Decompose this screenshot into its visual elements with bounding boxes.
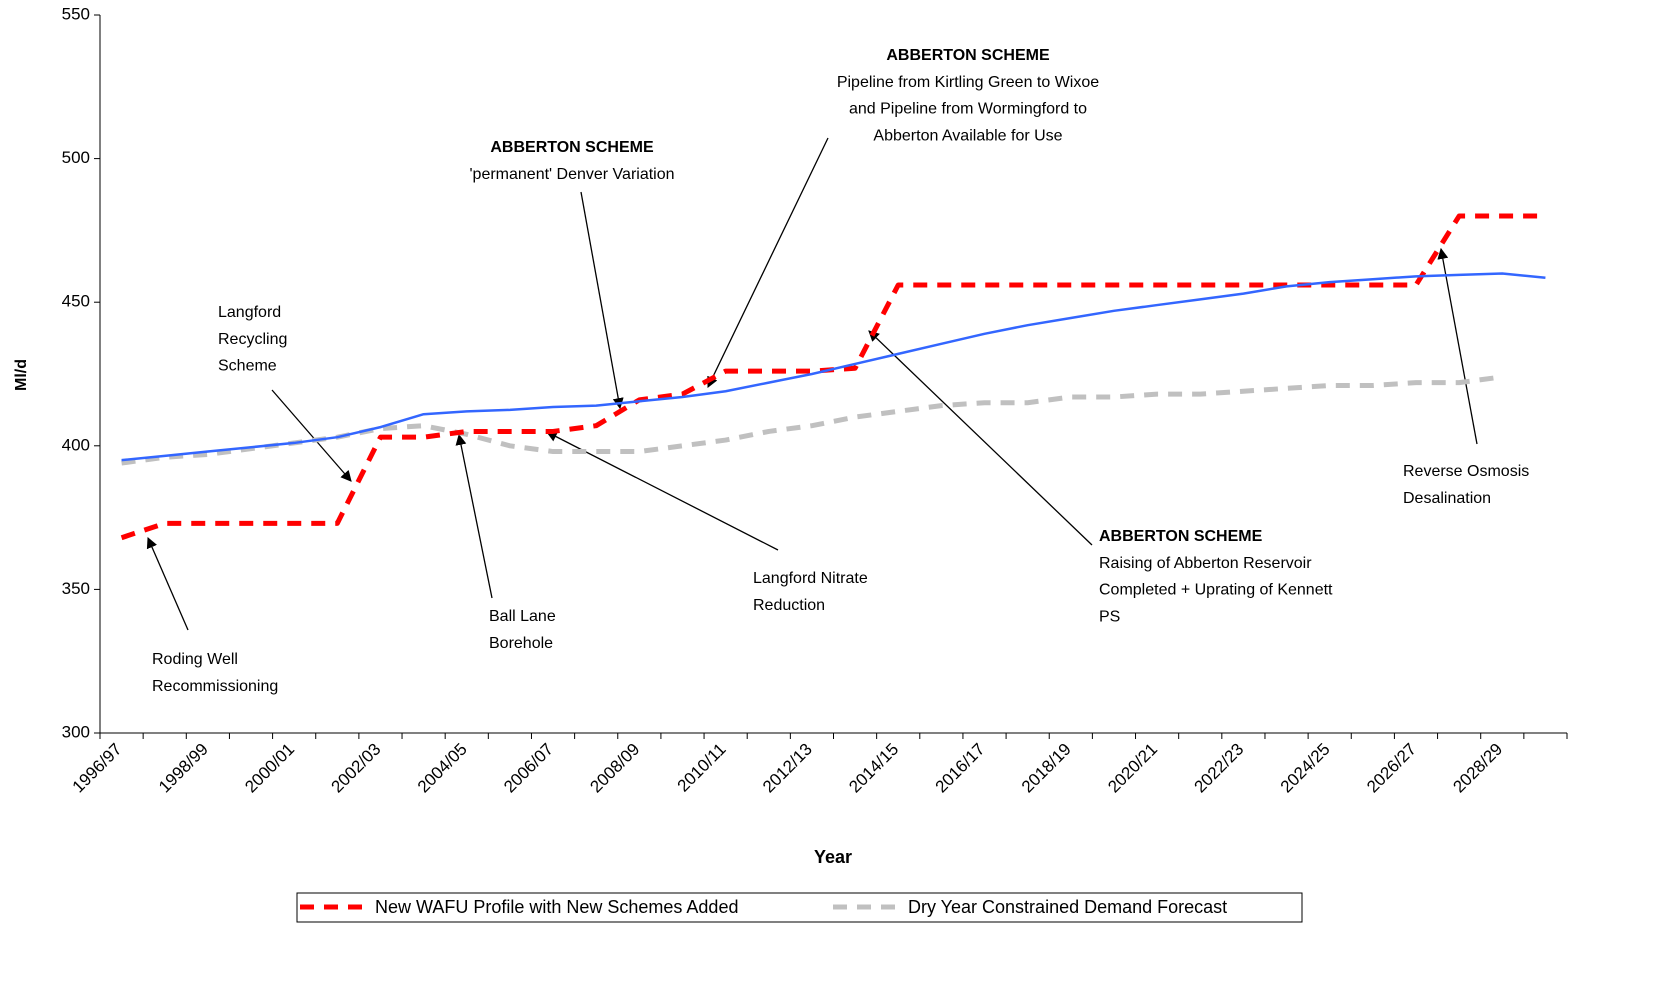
x-tick-label: 2004/05: [414, 740, 471, 797]
annotation-text: Completed + Uprating of Kennett: [1099, 582, 1333, 599]
annotation-text: Ball Lane: [489, 608, 556, 625]
y-tick-label: 350: [62, 579, 90, 598]
annotation-text: Langford Nitrate: [753, 570, 868, 587]
annotation-text: Reverse Osmosis: [1403, 463, 1529, 480]
x-tick-label: 2016/17: [932, 740, 989, 797]
x-tick-label: 2028/29: [1449, 740, 1506, 797]
x-tick-label: 1996/97: [69, 740, 126, 797]
x-tick-label: 2022/23: [1191, 740, 1248, 797]
annotation-title: ABBERTON SCHEME: [1099, 528, 1263, 545]
annotation-text: and Pipeline from Wormingford to: [849, 101, 1087, 118]
y-tick-label: 450: [62, 292, 90, 311]
x-tick-label: 1998/99: [155, 740, 212, 797]
annotation-text: Abberton Available for Use: [873, 127, 1062, 144]
y-tick-label: 550: [62, 4, 90, 23]
annotation-text: PS: [1099, 608, 1120, 625]
annotation-text: Raising of Abberton Reservoir: [1099, 555, 1312, 572]
series-line: [121, 272, 1546, 462]
annotation-text: Borehole: [489, 635, 553, 652]
y-axis-title: Ml/d: [13, 359, 30, 391]
y-tick-label: 400: [62, 435, 90, 454]
y-tick-label: 500: [62, 148, 90, 167]
legend-label: Dry Year Constrained Demand Forecast: [908, 897, 1227, 917]
series-line: [120, 213, 1546, 541]
annotation-text: Pipeline from Kirtling Green to Wixoe: [837, 74, 1099, 91]
x-tick-label: 2006/07: [500, 740, 557, 797]
annotation-text: Roding Well: [152, 651, 238, 668]
x-tick-label: 2024/25: [1277, 740, 1334, 797]
annotation-title: ABBERTON SCHEME: [886, 47, 1050, 64]
legend-label: New WAFU Profile with New Schemes Added: [375, 897, 738, 917]
arrow: [707, 137, 829, 388]
arrow: [868, 330, 1093, 546]
x-tick-label: 2008/09: [586, 740, 643, 797]
series-line: [121, 374, 1503, 466]
annotation-text: Scheme: [218, 358, 277, 375]
annotation-text: Recycling: [218, 331, 287, 348]
arrow: [455, 433, 493, 599]
x-tick-label: 2002/03: [328, 740, 385, 797]
legend-box: [296, 892, 1303, 923]
x-tick-label: 2000/01: [241, 740, 298, 797]
annotation-text: Desalination: [1403, 490, 1491, 507]
arrow: [1437, 247, 1478, 445]
arrow: [146, 536, 189, 631]
annotation-text: Reduction: [753, 597, 825, 614]
x-tick-label: 2020/21: [1104, 740, 1161, 797]
y-tick-label: 300: [62, 722, 90, 741]
arrow: [271, 389, 352, 482]
x-tick-label: 2012/13: [759, 740, 816, 797]
annotation-title: ABBERTON SCHEME: [490, 139, 654, 156]
annotation-text: 'permanent' Denver Variation: [469, 166, 674, 183]
x-tick-label: 2014/15: [845, 740, 902, 797]
x-axis-title: Year: [814, 847, 852, 867]
arrow: [580, 191, 624, 410]
x-tick-label: 2026/27: [1363, 740, 1420, 797]
annotation-text: Recommissioning: [152, 678, 278, 695]
x-tick-label: 2010/11: [674, 740, 730, 796]
x-tick-label: 2018/19: [1018, 740, 1075, 797]
annotation-text: Langford: [218, 304, 281, 321]
